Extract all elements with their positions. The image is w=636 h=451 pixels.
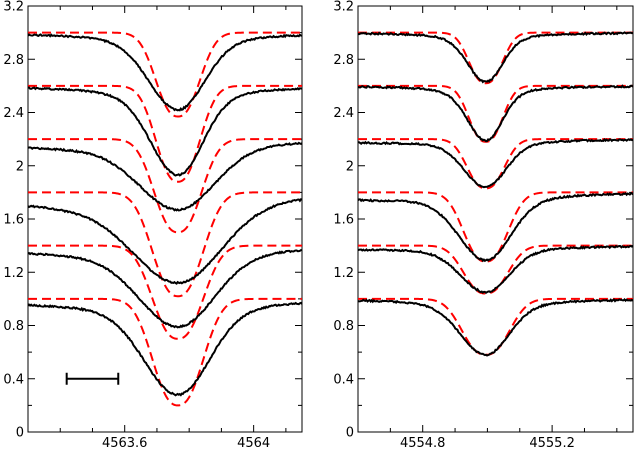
model-profile-3 — [358, 138, 633, 190]
y-tick-label: 3.2 — [3, 0, 24, 15]
y-tick-label: 2.4 — [333, 106, 354, 121]
x-tick-label: 4563.6 — [102, 436, 148, 451]
y-tick-label: 1.6 — [333, 213, 354, 228]
observed-profile-6 — [358, 298, 633, 357]
left-panel: 0 0.4 0.8 1.2 1.6 2 2.4 2.8 3.2 4563.6 4564 — [3, 0, 303, 451]
observed-profile-2 — [28, 86, 302, 177]
observed-profile-1 — [28, 33, 302, 112]
observed-profile-3 — [28, 141, 302, 212]
model-profile-5 — [28, 244, 302, 340]
y-tick-label: 0 — [16, 426, 24, 441]
y-tick-label: 0.4 — [333, 372, 354, 387]
plot-frame — [357, 5, 634, 433]
model-profile-5 — [358, 244, 633, 295]
y-tick-label: 2.4 — [3, 106, 24, 121]
y-tick-label: 0.8 — [3, 319, 24, 334]
y-tick-label: 1.2 — [3, 266, 24, 281]
model-profile-4 — [358, 191, 633, 263]
model-profile-6 — [28, 297, 302, 407]
y-tick-label: 0.8 — [333, 319, 354, 334]
y-tick-label: 2.8 — [333, 53, 354, 68]
y-tick-label: 1.2 — [333, 266, 354, 281]
y-tick-label: 2 — [346, 159, 354, 174]
observed-profile-2 — [358, 84, 633, 143]
observed-profile-4 — [358, 192, 633, 263]
y-tick-label: 0 — [346, 426, 354, 441]
observed-profile-6 — [28, 301, 302, 397]
observed-profile-5 — [358, 244, 633, 295]
y-tick-label: 0.4 — [3, 372, 24, 387]
observed-profile-3 — [358, 137, 633, 189]
observed-profile-4 — [28, 198, 302, 285]
observed-profile-1 — [358, 31, 633, 84]
x-tick-label: 4564 — [237, 436, 270, 451]
right-panel: 0 0.4 0.8 1.2 1.6 2 2.4 2.8 3.2 4554.8 4555.2 — [333, 0, 634, 451]
y-tick-label: 1.6 — [3, 213, 24, 228]
observed-profile-5 — [28, 249, 302, 329]
y-tick-label: 2.8 — [3, 53, 24, 68]
model-profile-1 — [28, 31, 302, 118]
y-tick-label: 2 — [16, 159, 24, 174]
model-profile-4 — [28, 191, 302, 298]
x-tick-label: 4554.8 — [400, 436, 446, 451]
model-profile-6 — [358, 297, 633, 356]
model-profile-3 — [28, 138, 302, 234]
model-profile-2 — [28, 84, 302, 183]
y-tick-label: 3.2 — [333, 0, 354, 15]
x-tick-label: 4555.2 — [529, 436, 575, 451]
